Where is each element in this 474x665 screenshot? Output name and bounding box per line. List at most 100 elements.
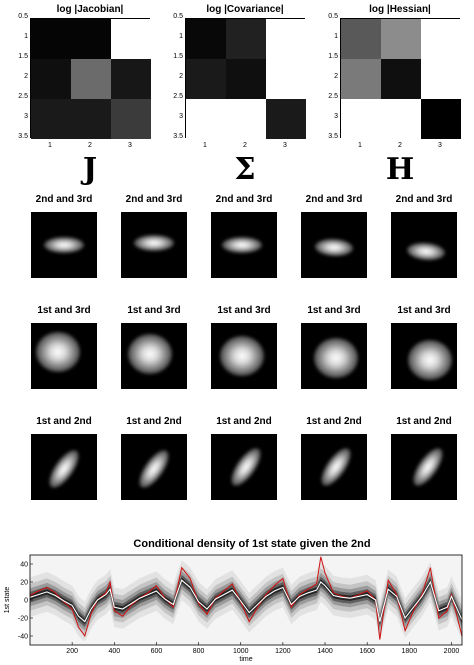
gaussian-plot	[211, 323, 277, 389]
matrix-cell	[186, 99, 226, 139]
matrix-ytick: 3	[334, 113, 338, 120]
matrix-cell	[266, 19, 306, 59]
gaussian-plot	[31, 212, 97, 278]
gaussian-blob	[408, 340, 452, 380]
matrix-cell	[266, 59, 306, 99]
matrix-ytick: 1	[179, 33, 183, 40]
matrix-cell	[421, 99, 461, 139]
x-tick-label: 1600	[359, 648, 375, 655]
matrix-cell	[381, 99, 421, 139]
matrix-heatmap	[185, 18, 306, 139]
x-tick-label: 800	[193, 648, 205, 655]
matrix-cell	[381, 19, 421, 59]
gaussian-plot	[301, 434, 367, 500]
gaussian-title: 1st and 3rd	[397, 305, 451, 316]
gaussian-blob	[222, 237, 262, 253]
gaussian-plot	[31, 323, 97, 389]
matrix-cell	[226, 59, 266, 99]
matrix-xtick: 2	[398, 142, 402, 149]
matrix-cell	[71, 19, 111, 59]
matrix-heatmap	[340, 18, 461, 139]
gaussian-title: 2nd and 3rd	[215, 194, 273, 205]
matrix-ytick: 3	[24, 113, 28, 120]
gaussian-title: 2nd and 3rd	[125, 194, 183, 205]
matrix-ytick: 0.5	[328, 13, 338, 20]
gaussian-blob	[134, 445, 174, 493]
gaussian-plot	[31, 434, 97, 500]
matrix-xtick: 2	[88, 142, 92, 149]
matrix-ytick: 1.5	[18, 53, 28, 60]
matrix-cell	[266, 99, 306, 139]
gaussian-blob	[44, 445, 84, 493]
gaussian-plot	[211, 212, 277, 278]
x-tick-label: 200	[66, 648, 78, 655]
matrix-xtick: 1	[358, 142, 362, 149]
x-tick-label: 600	[151, 648, 163, 655]
gaussian-title: 1st and 2nd	[396, 416, 452, 427]
matrix-cell	[71, 59, 111, 99]
matrix-cell	[31, 19, 71, 59]
matrix-cell	[31, 99, 71, 139]
matrix-ytick: 2	[179, 73, 183, 80]
matrix-ytick: 3	[179, 113, 183, 120]
matrix-ytick: 0.5	[173, 13, 183, 20]
matrix-cell	[341, 99, 381, 139]
x-tick-label: 1000	[233, 648, 249, 655]
series-line-white	[29, 579, 463, 623]
gaussian-blob	[226, 443, 266, 491]
gaussian-blob	[128, 334, 172, 374]
gaussian-title: 2nd and 3rd	[305, 194, 363, 205]
y-tick-label: 0	[24, 598, 28, 605]
matrix-ytick: 3.5	[18, 133, 28, 140]
x-tick-label: 1400	[317, 648, 333, 655]
gaussian-plot	[301, 212, 367, 278]
matrix-cell	[421, 19, 461, 59]
x-tick-label: 400	[108, 648, 120, 655]
matrix-cell	[226, 99, 266, 139]
matrix-ytick: 1	[334, 33, 338, 40]
gaussian-blob	[134, 235, 174, 251]
matrix-symbol: H	[385, 152, 415, 187]
gaussian-title: 2nd and 3rd	[35, 194, 93, 205]
y-tick-label: 40	[20, 562, 28, 569]
gaussian-title: 1st and 2nd	[126, 416, 182, 427]
gaussian-blob	[314, 338, 358, 378]
matrix-ytick: 2.5	[18, 93, 28, 100]
matrix-xtick: 1	[48, 142, 52, 149]
matrix-cell	[111, 19, 151, 59]
y-tick-label: -20	[18, 616, 28, 623]
matrix-symbol: Σ	[234, 152, 256, 187]
matrix-ytick: 2.5	[328, 93, 338, 100]
matrix-cell	[111, 99, 151, 139]
gaussian-plot	[391, 323, 457, 389]
gaussian-blob	[44, 237, 84, 253]
matrix-xtick: 1	[203, 142, 207, 149]
gaussian-plot	[121, 323, 187, 389]
gaussian-plot	[391, 212, 457, 278]
matrix-cell	[71, 99, 111, 139]
gaussian-plot	[121, 212, 187, 278]
conditional-density-chart: -40 -20 0 20 40 200 400 600 800 1000 1200 1400 1600 1…	[4, 554, 463, 663]
gaussian-title: 1st and 2nd	[36, 416, 92, 427]
density-band	[30, 571, 462, 631]
x-tick-label: 1200	[275, 648, 291, 655]
matrix-cell	[341, 59, 381, 99]
gaussian-title: 1st and 3rd	[217, 305, 271, 316]
matrix-title: log |Covariance|	[206, 4, 284, 15]
matrix-xtick: 2	[243, 142, 247, 149]
matrix-cell	[421, 59, 461, 99]
gaussian-title: 2nd and 3rd	[395, 194, 453, 205]
gaussian-blob	[314, 237, 354, 257]
matrix-title: log |Jacobian|	[56, 4, 124, 15]
gaussian-plot	[301, 323, 367, 389]
matrix-cell	[31, 59, 71, 99]
matrix-ytick: 2	[334, 73, 338, 80]
matrix-xtick: 3	[283, 142, 287, 149]
gaussian-plot	[211, 434, 277, 500]
matrix-cell	[111, 59, 151, 99]
gaussian-title: 1st and 2nd	[216, 416, 272, 427]
gaussian-blob	[36, 332, 80, 372]
y-axis-label: 1st state	[4, 587, 11, 614]
matrix-cell	[341, 19, 381, 59]
matrix-ytick: 2.5	[173, 93, 183, 100]
